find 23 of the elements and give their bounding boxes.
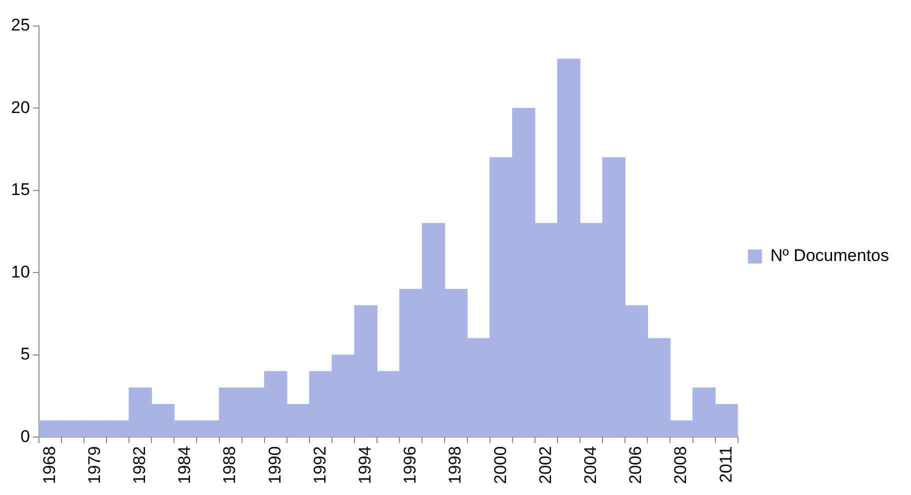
- x-tick-label: 2004: [580, 446, 600, 484]
- x-tick-label: 2011: [716, 446, 736, 483]
- y-tick-label: 5: [20, 344, 30, 364]
- y-tick-label: 0: [20, 426, 30, 446]
- x-tick-label: 2006: [626, 446, 646, 484]
- x-tick-label: 1996: [400, 446, 420, 484]
- x-tick-label: 2002: [536, 446, 555, 484]
- y-tick-label: 10: [10, 262, 30, 282]
- x-tick-label: 1990: [265, 446, 284, 484]
- x-tick-label: 1984: [175, 446, 194, 484]
- y-tick-label: 15: [10, 180, 30, 200]
- x-tick-label: 1979: [84, 446, 104, 484]
- x-tick-label: 1982: [130, 446, 150, 484]
- x-tick-label: 2008: [671, 446, 690, 484]
- x-tick-label: 1994: [356, 446, 375, 484]
- x-tick-label: 1988: [220, 446, 240, 484]
- x-tick-label: 2000: [490, 446, 510, 484]
- y-tick-label: 20: [10, 98, 30, 117]
- x-tick-label: 1968: [40, 446, 59, 484]
- x-tick-label: 1992: [310, 446, 330, 484]
- x-tick-label: 1998: [446, 446, 465, 484]
- legend-label: Nº Documentos: [770, 246, 890, 266]
- y-tick-label: 25: [10, 16, 30, 35]
